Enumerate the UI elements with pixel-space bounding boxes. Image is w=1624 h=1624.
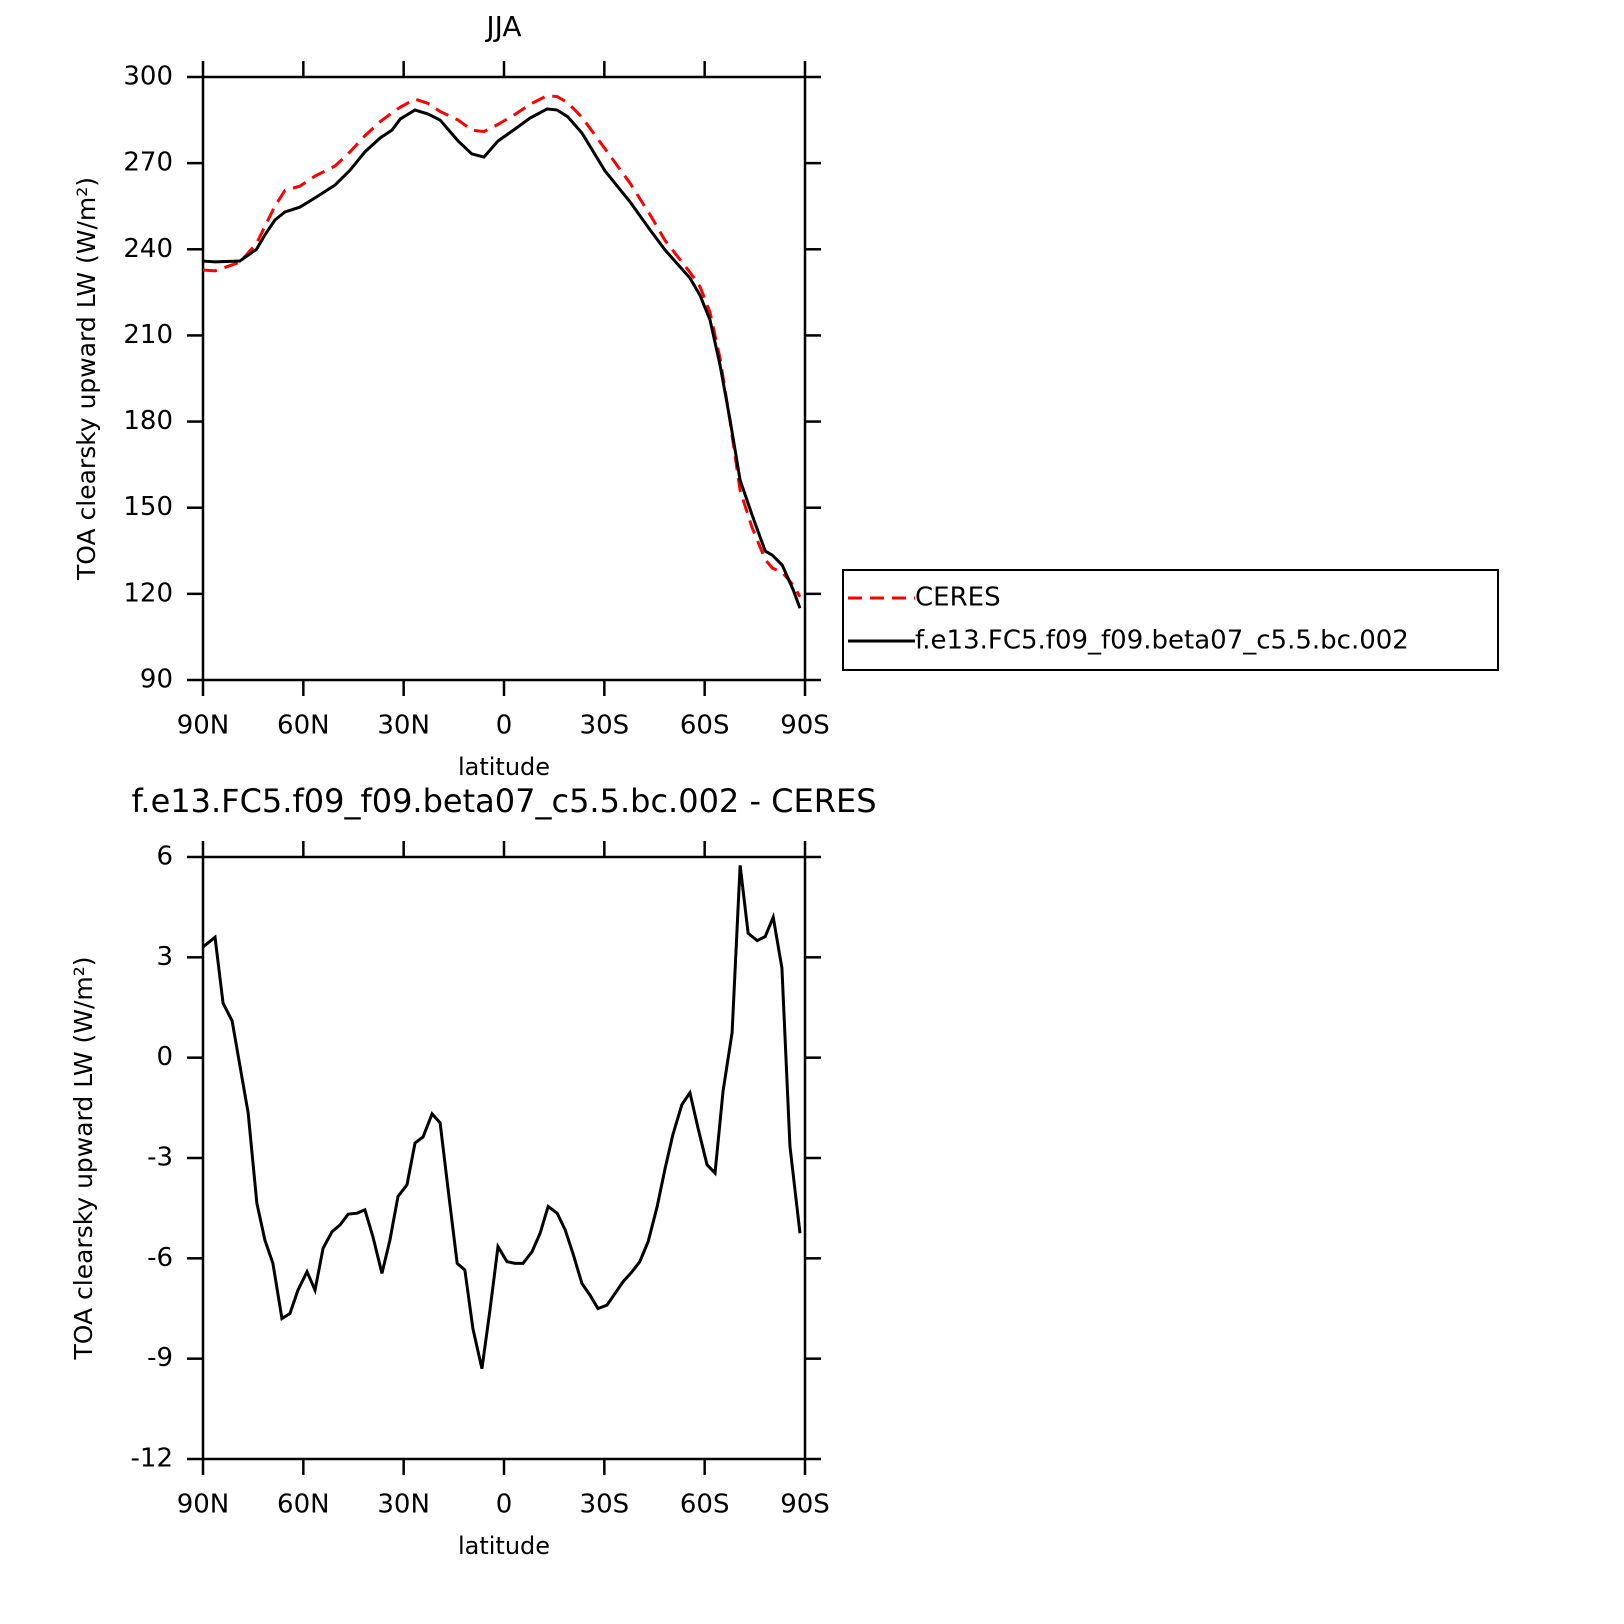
y-tick-label: 0 [156,1042,173,1072]
y-tick-label: -9 [147,1343,173,1373]
data-line [202,865,802,1370]
x-tick-label: 90N [177,1490,230,1520]
plot-frame [201,855,807,1461]
legend-label: CERES [915,583,1001,613]
y-tick-label: 210 [123,320,173,350]
y-tick-label: 270 [123,148,173,178]
x-tick-label: 90S [780,711,830,741]
x-tick-label: 30S [580,711,630,741]
y-axis-label: TOA clearsky upward LW (W/m²) [72,177,101,581]
y-tick-label: 6 [156,842,173,872]
x-tick-label: 30N [377,711,430,741]
x-axis-label: latitude [458,753,550,781]
y-tick-label: -12 [131,1444,173,1474]
data-line [202,107,802,609]
y-axis-label: TOA clearsky upward LW (W/m²) [69,956,98,1360]
y-tick-label: 150 [123,492,173,522]
plot-frame [201,75,807,682]
x-tick-label: 0 [496,711,513,741]
y-tick-label: 3 [156,942,173,972]
legend-box [842,569,1499,671]
x-tick-label: 60N [277,1490,330,1520]
data-line [202,94,802,598]
y-tick-label: 180 [123,406,173,436]
x-tick-label: 60S [680,711,730,741]
chart-title: JJA [484,10,521,43]
y-tick-label: -6 [147,1243,173,1273]
y-tick-label: -3 [147,1143,173,1173]
x-tick-label: 90N [177,711,230,741]
legend-label: f.e13.FC5.f09_f09.beta07_c5.5.bc.002 [915,626,1409,656]
y-tick-label: 240 [123,234,173,264]
x-tick-label: 30S [580,1490,630,1520]
x-tick-label: 60S [680,1490,730,1520]
chart-title: f.e13.FC5.f09_f09.beta07_c5.5.bc.002 - C… [131,782,876,820]
y-tick-label: 120 [123,578,173,608]
x-axis-label: latitude [458,1532,550,1560]
x-tick-label: 60N [277,711,330,741]
y-tick-label: 300 [123,62,173,92]
y-tick-label: 90 [140,665,173,695]
x-tick-label: 90S [780,1490,830,1520]
legend: CERES f.e13.FC5.f09_f09.beta07_c5.5.bc.00… [842,569,1499,671]
x-tick-label: 0 [496,1490,513,1520]
x-tick-label: 30N [377,1490,430,1520]
